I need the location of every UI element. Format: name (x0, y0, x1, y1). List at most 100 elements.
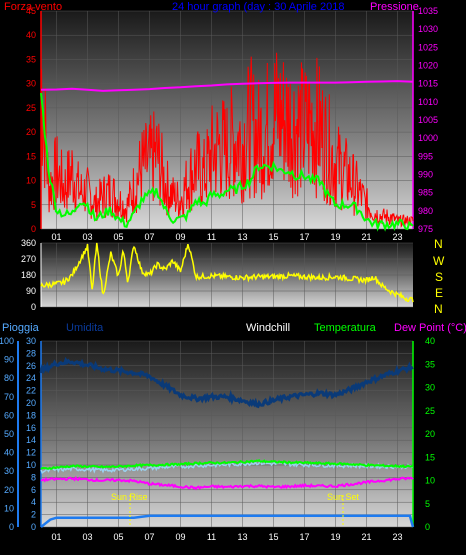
wind-axis-label: Forza vento (4, 1, 62, 13)
hour-tick-label: 07 (144, 532, 154, 542)
wind-tick-label: 25 (26, 103, 36, 113)
direction-tick-label: 360 (21, 238, 36, 248)
hour-tick-label: 13 (237, 232, 247, 242)
hour-tick-label: 21 (361, 232, 371, 242)
humidity-tick-label: 30 (26, 336, 36, 346)
hour-tick-label: 07 (144, 232, 154, 242)
hour-tick-label: 17 (299, 232, 309, 242)
pressure-tick-label: 975 (418, 224, 433, 234)
dewpoint-line (40, 476, 414, 491)
hour-tick-label: 15 (268, 532, 278, 542)
hour-tick-label: 13 (237, 532, 247, 542)
humidity-tick-label: 14 (26, 435, 36, 445)
compass-e: E (435, 286, 443, 300)
rain-tick-label: 80 (4, 373, 14, 383)
temperature-tick-label: 5 (425, 499, 430, 509)
pressure-tick-label: 990 (418, 170, 433, 180)
rain-tick-label: 100 (0, 336, 14, 346)
humidity-tick-label: 4 (31, 497, 36, 507)
humidity-axis-label: Umidita (66, 322, 104, 334)
pressure-tick-label: 1035 (418, 6, 438, 16)
temp-series (39, 356, 415, 528)
temperature-tick-label: 35 (425, 359, 435, 369)
direction-series (40, 242, 414, 303)
hour-tick-label: 05 (113, 232, 123, 242)
hour-tick-label: 11 (207, 532, 216, 542)
hour-tick-label: 01 (51, 532, 61, 542)
dewpoint-label: Dew Point (°C) (394, 322, 466, 334)
rain-tick-label: 70 (4, 392, 14, 402)
humidity-tick-label: 2 (31, 510, 36, 520)
temperature-line (40, 459, 414, 471)
wind-speed-line (40, 52, 414, 229)
wind-tick-label: 10 (26, 176, 36, 186)
wind-direction-line (40, 242, 414, 303)
wind-tick-label: 15 (26, 151, 36, 161)
sunset-label: Sun Set (327, 492, 360, 502)
temperature-tick-label: 0 (425, 522, 430, 532)
pressure-line (40, 80, 414, 92)
hour-tick-label: 17 (299, 532, 309, 542)
humidity-tick-label: 26 (26, 361, 36, 371)
direction-grid (40, 242, 413, 308)
pressure-tick-label: 985 (418, 188, 433, 198)
humidity-tick-label: 10 (26, 460, 36, 470)
hour-tick-label: 03 (82, 532, 92, 542)
rain-tick-label: 30 (4, 466, 14, 476)
hour-tick-label: 11 (207, 232, 216, 242)
rain-tick-label: 90 (4, 355, 14, 365)
compass-s: S (435, 270, 443, 284)
wind-tick-label: 30 (26, 79, 36, 89)
hour-tick-label: 23 (392, 232, 402, 242)
temp-panel-bg (41, 341, 413, 527)
temperature-label: Temperatura (314, 322, 377, 334)
pressure-tick-label: 1000 (418, 133, 438, 143)
wind-series (40, 52, 414, 232)
direction-tick-label: 90 (26, 286, 36, 296)
hour-tick-label: 21 (361, 532, 371, 542)
humidity-tick-label: 0 (31, 522, 36, 532)
hour-tick-label: 01 (51, 232, 61, 242)
wind-tick-label: 5 (31, 200, 36, 210)
pressure-tick-label: 1020 (418, 61, 438, 71)
compass-n-top: N (434, 237, 443, 251)
hour-tick-label: 23 (392, 532, 402, 542)
pressure-tick-label: 1025 (418, 42, 438, 52)
humidity-tick-label: 8 (31, 472, 36, 482)
rain-axis-label: Pioggia (2, 322, 40, 334)
rain-tick-label: 50 (4, 429, 14, 439)
humidity-tick-label: 22 (26, 386, 36, 396)
hour-tick-label: 19 (330, 532, 340, 542)
humidity-tick-label: 18 (26, 410, 36, 420)
humidity-tick-label: 12 (26, 448, 36, 458)
humidity-tick-label: 16 (26, 423, 36, 433)
rain-tick-label: 20 (4, 485, 14, 495)
rain-line (40, 514, 415, 528)
rain-tick-label: 60 (4, 410, 14, 420)
rain-tick-label: 40 (4, 448, 14, 458)
humidity-tick-label: 6 (31, 485, 36, 495)
temperature-tick-label: 40 (425, 336, 435, 346)
temperature-tick-label: 10 (425, 476, 435, 486)
temp-grid (17, 340, 414, 528)
pressure-tick-label: 1010 (418, 97, 438, 107)
direction-tick-label: 0 (31, 302, 36, 312)
direction-tick-label: 180 (21, 270, 36, 280)
temperature-tick-label: 25 (425, 406, 435, 416)
wind-average-line (40, 92, 414, 232)
temperature-tick-label: 30 (425, 383, 435, 393)
pressure-tick-label: 1015 (418, 79, 438, 89)
humidity-tick-label: 28 (26, 348, 36, 358)
hour-tick-label: 15 (268, 232, 278, 242)
hour-tick-label: 09 (175, 232, 185, 242)
pressure-tick-label: 1005 (418, 115, 438, 125)
hour-tick-label: 03 (82, 232, 92, 242)
compass-n-bottom: N (434, 302, 443, 316)
tick-labels: 0510152025303540459759809859909951000100… (0, 6, 438, 542)
direction-tick-label: 270 (21, 254, 36, 264)
rain-tick-label: 0 (9, 522, 14, 532)
compass-w: W (433, 254, 445, 268)
pressure-tick-label: 980 (418, 206, 433, 216)
wind-tick-label: 35 (26, 54, 36, 64)
wind-tick-label: 20 (26, 127, 36, 137)
